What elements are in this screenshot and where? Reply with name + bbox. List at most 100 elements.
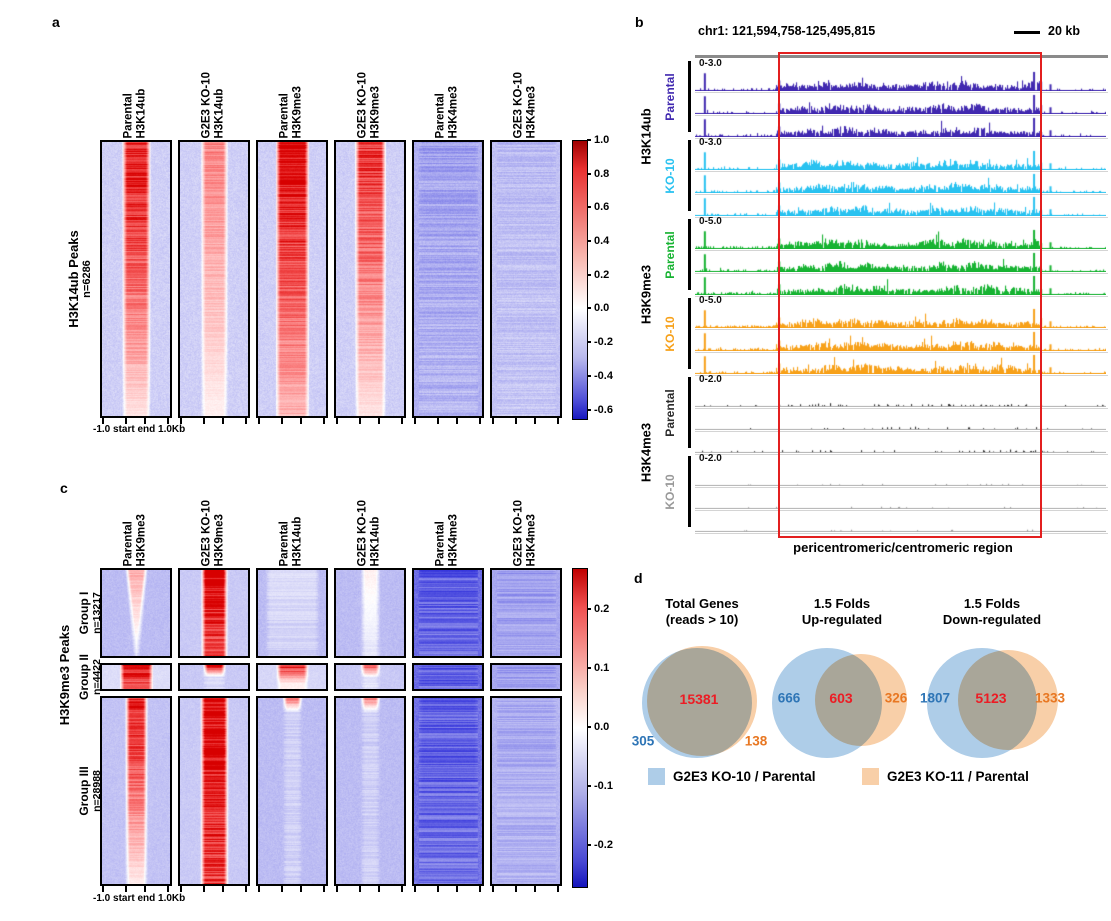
- c-g2-heatmap-4: [412, 696, 484, 886]
- colorbar-tick-label: -0.1: [594, 779, 613, 792]
- c-g2-axis-tick: [437, 886, 440, 892]
- track-signal-canvas: [695, 149, 1106, 170]
- colorbar-tick-label: -0.2: [594, 838, 613, 851]
- a-axis-tick: [299, 418, 302, 424]
- legend-ko11: G2E3 KO-11 / Parental: [862, 768, 1029, 785]
- c-g1-heatmap-canvas-2: [258, 665, 326, 689]
- a-heatmap-canvas-5: [492, 142, 560, 416]
- panel-b-label: b: [635, 14, 644, 30]
- a-axis-tick: [125, 418, 128, 424]
- track-row: [695, 307, 1108, 330]
- track-signal-canvas: [695, 353, 1106, 374]
- condition-bracket: [688, 377, 691, 448]
- track-row: [695, 488, 1108, 511]
- panel-b-caption: pericentromeric/centromeric region: [793, 540, 1013, 555]
- c-g2-axis-tick: [143, 886, 146, 892]
- mark-label: H3K9me3: [638, 264, 654, 324]
- c-g2-axis-tick: [400, 886, 403, 892]
- colorbar-tick: [587, 172, 591, 175]
- a-axis-tick: [203, 418, 206, 424]
- c-g0-heatmap-canvas-3: [336, 570, 404, 656]
- c-g2-axis-tick: [533, 886, 536, 892]
- panel-c-colorbar: [572, 568, 588, 888]
- c-g2-axis-tick: [414, 886, 417, 892]
- legend-label-ko10: G2E3 KO-10 / Parental: [673, 769, 816, 784]
- track-group-H3K4me3-Parental: 0-2.0: [695, 373, 1108, 455]
- colorbar-tick: [587, 206, 591, 209]
- c-g2-axis-tick: [221, 886, 224, 892]
- scale-bar-line: [1014, 31, 1040, 34]
- a-axis-tick: [180, 418, 183, 424]
- c-g1-heatmap-2: [256, 663, 328, 691]
- venn2-right-count: 326: [884, 690, 908, 706]
- track-signal-canvas: [695, 116, 1106, 137]
- venn2-right-circle: [815, 654, 907, 746]
- c-g0-heatmap-canvas-1: [180, 570, 248, 656]
- colorbar-tick-label: 0.8: [594, 167, 610, 180]
- c-g2-axis-tick: [102, 886, 105, 892]
- a-axis-tick: [281, 418, 284, 424]
- c-col-header-1: G2E3 KO-10 H3K9me3: [200, 499, 226, 566]
- c-g2-heatmap-canvas-5: [492, 698, 560, 884]
- track-signal-canvas: [695, 488, 1106, 509]
- c-g2-heatmap-0: [100, 696, 172, 886]
- track-signal-canvas: [695, 330, 1106, 351]
- colorbar-tick-label: -0.6: [594, 403, 613, 416]
- c-g2-axis-tick: [336, 886, 339, 892]
- panel-d-label: d: [634, 570, 643, 586]
- legend-swatch-ko10: [648, 768, 665, 785]
- c-g2-axis-tick: [359, 886, 362, 892]
- c-g2-axis-tick: [180, 886, 183, 892]
- c-g2-axis-tick: [478, 886, 481, 892]
- c-col-header-5: G2E3 KO-10 H3K4me3: [512, 499, 538, 566]
- c-g2-axis-tick: [166, 886, 169, 892]
- condition-bracket: [688, 456, 691, 527]
- venn3-center-count: 5123: [975, 690, 1007, 706]
- c-g2-axis-tick: [455, 886, 458, 892]
- a-axis-tick: [437, 418, 440, 424]
- track-signal-canvas: [695, 432, 1106, 453]
- track-row: [695, 251, 1108, 274]
- track-signal-canvas: [695, 465, 1106, 486]
- a-heatmap-1: [178, 140, 250, 418]
- venn1-right-circle: [647, 646, 757, 756]
- condition-label: KO-10: [663, 473, 677, 510]
- c-g1-heatmap-canvas-1: [180, 665, 248, 689]
- track-row: [695, 116, 1108, 139]
- colorbar-tick: [587, 608, 591, 611]
- venn1-right-count: 138: [744, 733, 768, 749]
- mark-label: H3K14ub: [638, 107, 654, 165]
- track-row: [695, 432, 1108, 455]
- c-col-header-0: Parental H3K9me3: [122, 513, 148, 566]
- panel-a-colorbar: [572, 140, 588, 420]
- colorbar-tick: [587, 667, 591, 670]
- venn2-left-count: 666: [777, 690, 801, 706]
- c-g2-heatmap-2: [256, 696, 328, 886]
- c-g0-heatmap-5: [490, 568, 562, 658]
- a-axis-tick: [492, 418, 495, 424]
- colorbar-tick: [587, 341, 591, 344]
- track-row: [695, 70, 1108, 93]
- track-row: [695, 353, 1108, 376]
- venn-diagrams-svg: [642, 646, 1058, 758]
- track-group-H3K14ub-Parental: 0-3.0: [695, 57, 1108, 139]
- a-heatmap-canvas-0: [102, 142, 170, 416]
- panel-a-row-title: H3K14ub Peaks: [66, 230, 81, 328]
- a-axis-tick: [244, 418, 247, 424]
- a-axis-tick: [336, 418, 339, 424]
- a-heatmap-canvas-1: [180, 142, 248, 416]
- a-col-header-4: Parental H3K4me3: [434, 85, 460, 138]
- c-g2-axis-tick: [377, 886, 380, 892]
- colorbar-tick: [587, 240, 591, 243]
- colorbar-tick-label: 0.2: [594, 268, 610, 281]
- track-signal-canvas: [695, 93, 1106, 114]
- condition-label: Parental: [663, 72, 677, 121]
- colorbar-tick-label: 0.0: [594, 302, 610, 315]
- a-col-header-2: Parental H3K9me3: [278, 85, 304, 138]
- track-group-H3K14ub-KO-10: 0-3.0: [695, 136, 1108, 218]
- c-g2-axis-tick: [515, 886, 518, 892]
- a-col-header-0: Parental H3K14ub: [122, 88, 148, 138]
- track-group-H3K9me3-Parental: 0-5.0: [695, 215, 1108, 297]
- a-axis-tick: [166, 418, 169, 424]
